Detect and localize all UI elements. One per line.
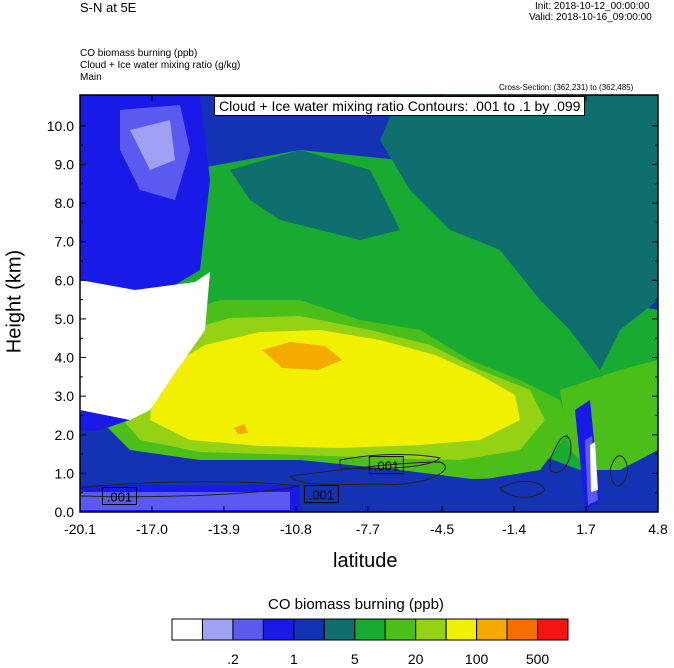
colorbar-swatch (201, 618, 234, 641)
colorbar-label: 500 (526, 651, 550, 667)
y-tick-label: 1.0 (55, 465, 75, 481)
x-tick-label: -10.8 (280, 521, 312, 537)
colorbar-swatch (445, 618, 478, 641)
colorbar-swatch (262, 618, 295, 641)
contour-value-text: .001 (309, 488, 334, 503)
cloud-contour-0 (79, 481, 301, 498)
co-region-3 (230, 150, 400, 240)
y-tick-label: 7.0 (55, 234, 75, 250)
contour-value-text: .001 (374, 459, 399, 474)
colorbar-swatch (384, 618, 417, 641)
cloud-contour-4 (499, 481, 546, 498)
y-tick-label: 9.0 (55, 157, 75, 173)
contour-info-box: Cloud + Ice water mixing ratio Contours:… (214, 96, 586, 116)
y-tick-label: 6.0 (55, 272, 75, 288)
y-tick-label: 3.0 (55, 388, 75, 404)
contour-value-text: .001 (107, 490, 132, 505)
x-axis-label: latitude (333, 550, 398, 572)
colorbar-swatch (415, 618, 447, 641)
y-axis-label: Height (km) (3, 249, 26, 354)
colorbar-swatch (506, 618, 539, 641)
field-line-2: Cloud + Ice water mixing ratio (g/kg) (80, 60, 241, 71)
cloud-contour-3 (549, 435, 572, 473)
co-region-20 (590, 442, 598, 492)
cloud-contour-layer: .001 .001 .001 (79, 435, 629, 506)
colorbar-title: CO biomass burning (ppb) (268, 596, 444, 613)
chart-title: S-N at 5E (80, 0, 137, 15)
co-region-12 (80, 272, 210, 420)
contour-value-label: .001 (303, 485, 339, 504)
colorbar-swatch (354, 618, 386, 641)
colorbar-swatch (171, 618, 203, 641)
valid-time: Valid: 2018-10-16_09:00:00 (529, 12, 652, 23)
contour-value-label: .001 (368, 456, 404, 475)
colorbar-swatch (323, 618, 356, 641)
y-tick-label: 2.0 (55, 427, 75, 443)
y-tick-label: 10.0 (47, 118, 74, 134)
x-tick-label: -1.4 (502, 521, 526, 537)
co-region-11 (130, 120, 175, 170)
y-tick-label: 4.0 (55, 350, 75, 366)
x-tick-label: -4.5 (430, 521, 454, 537)
x-tick-label: -17.0 (136, 521, 168, 537)
contour-value-label: .001 (101, 487, 137, 506)
init-time: Init: 2018-10-12_00:00:00 (535, 1, 650, 12)
y-tick-label: 0.0 (55, 504, 75, 520)
co-region-7 (262, 342, 342, 370)
cloud-contour-5 (609, 455, 629, 487)
colorbar-label: 20 (408, 651, 424, 667)
co-field-layer (80, 95, 658, 512)
colorbar-swatch (293, 618, 325, 641)
colorbar-swatch (232, 618, 264, 641)
cloud-contour-2 (339, 454, 442, 470)
x-tick-label: 4.8 (648, 521, 668, 537)
co-region-2 (380, 95, 658, 370)
co-region-8 (234, 424, 248, 434)
y-tick-label: 8.0 (55, 195, 75, 211)
co-region-6 (150, 330, 520, 448)
field-line-3: Main (80, 72, 102, 83)
x-tick-label: -7.7 (356, 521, 380, 537)
colorbar-label: 1 (290, 651, 298, 667)
field-line-1: CO biomass burning (ppb) (80, 48, 198, 59)
x-tick-label: -20.1 (64, 521, 96, 537)
colorbar-swatch (537, 618, 569, 641)
cloud-contour-1 (289, 461, 446, 486)
co-region-13 (80, 410, 130, 432)
x-tick-label: 1.7 (576, 521, 596, 537)
colorbar-label: 5 (351, 651, 359, 667)
colorbar-label: 100 (465, 651, 489, 667)
plot-frame (79, 94, 659, 513)
colorbar-label: .2 (227, 651, 239, 667)
x-tick-label: -13.9 (208, 521, 240, 537)
cross-section-label: Cross-Section: (362,231) to (362,485) (499, 83, 634, 92)
y-tick-label: 5.0 (55, 311, 75, 327)
colorbar-swatch (476, 618, 508, 641)
